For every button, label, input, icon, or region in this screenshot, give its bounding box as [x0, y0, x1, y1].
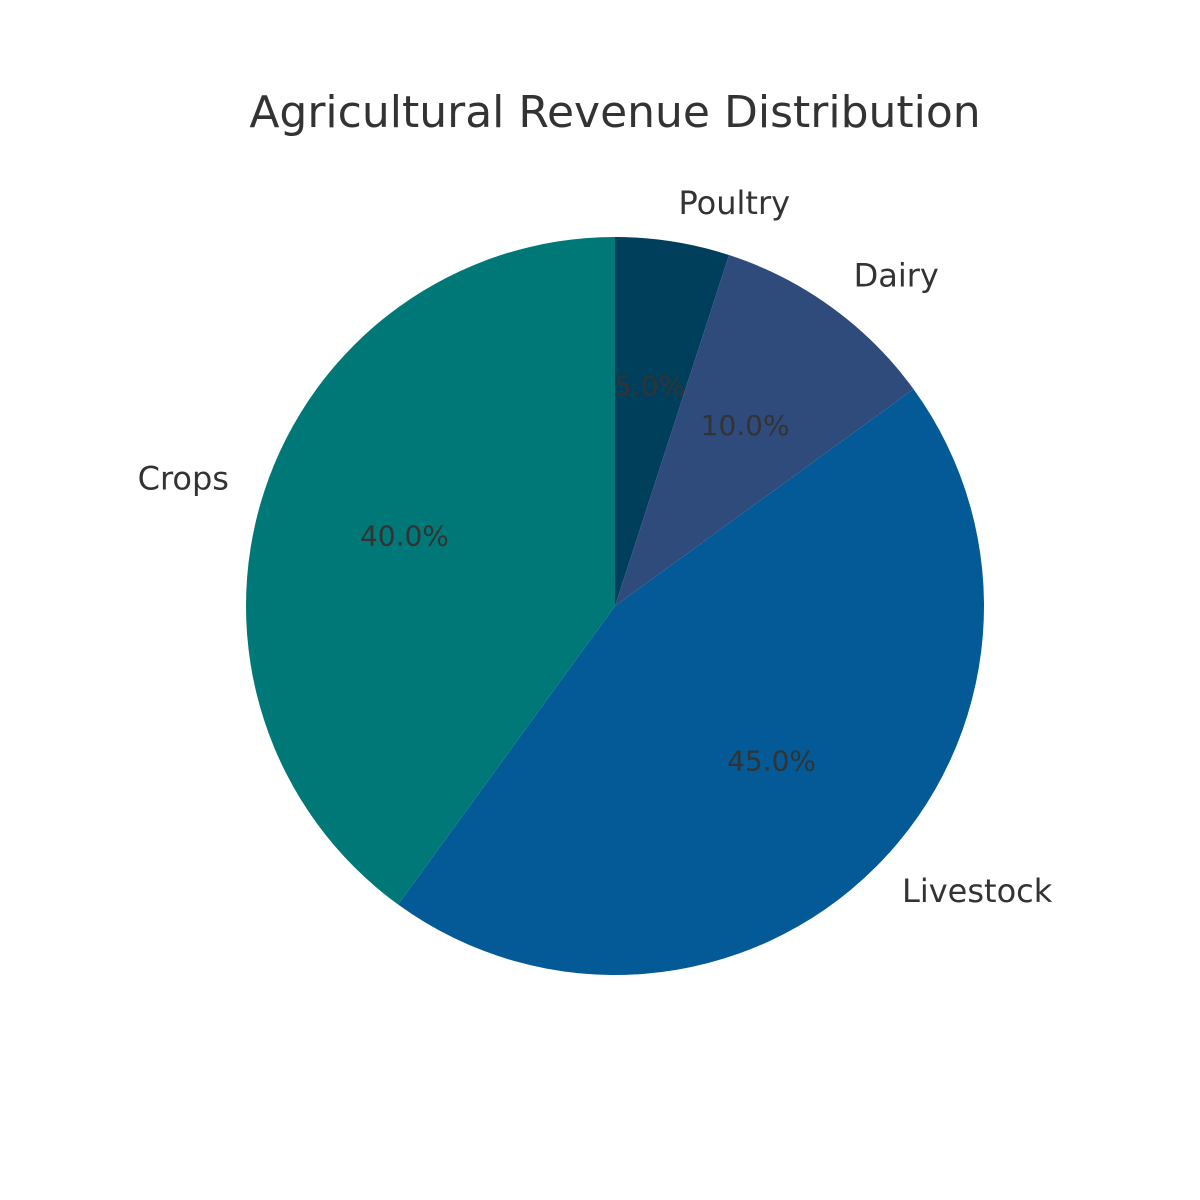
- pct-label-dairy: 10.0%: [701, 409, 790, 442]
- slice-label-crops: Crops: [138, 460, 229, 498]
- pie-slice-livestock: [398, 389, 985, 976]
- pie-slice-poultry: [615, 237, 730, 606]
- pct-label-livestock: 45.0%: [727, 745, 816, 778]
- pie-slice-crops: [245, 237, 616, 905]
- pct-label-crops: 40.0%: [360, 520, 449, 553]
- pie-slice-dairy: [615, 255, 914, 606]
- slice-label-poultry: Poultry: [679, 184, 791, 222]
- pie-slices: [245, 237, 985, 976]
- slice-label-livestock: Livestock: [902, 872, 1053, 910]
- pct-label-poultry: 5.0%: [614, 369, 685, 402]
- slice-label-dairy: Dairy: [854, 257, 939, 295]
- chart-title: Agricultural Revenue Distribution: [249, 87, 980, 138]
- pie-labels: Poultry 5.0% Dairy 10.0% Livestock 45.0% Crops…: [138, 184, 1053, 910]
